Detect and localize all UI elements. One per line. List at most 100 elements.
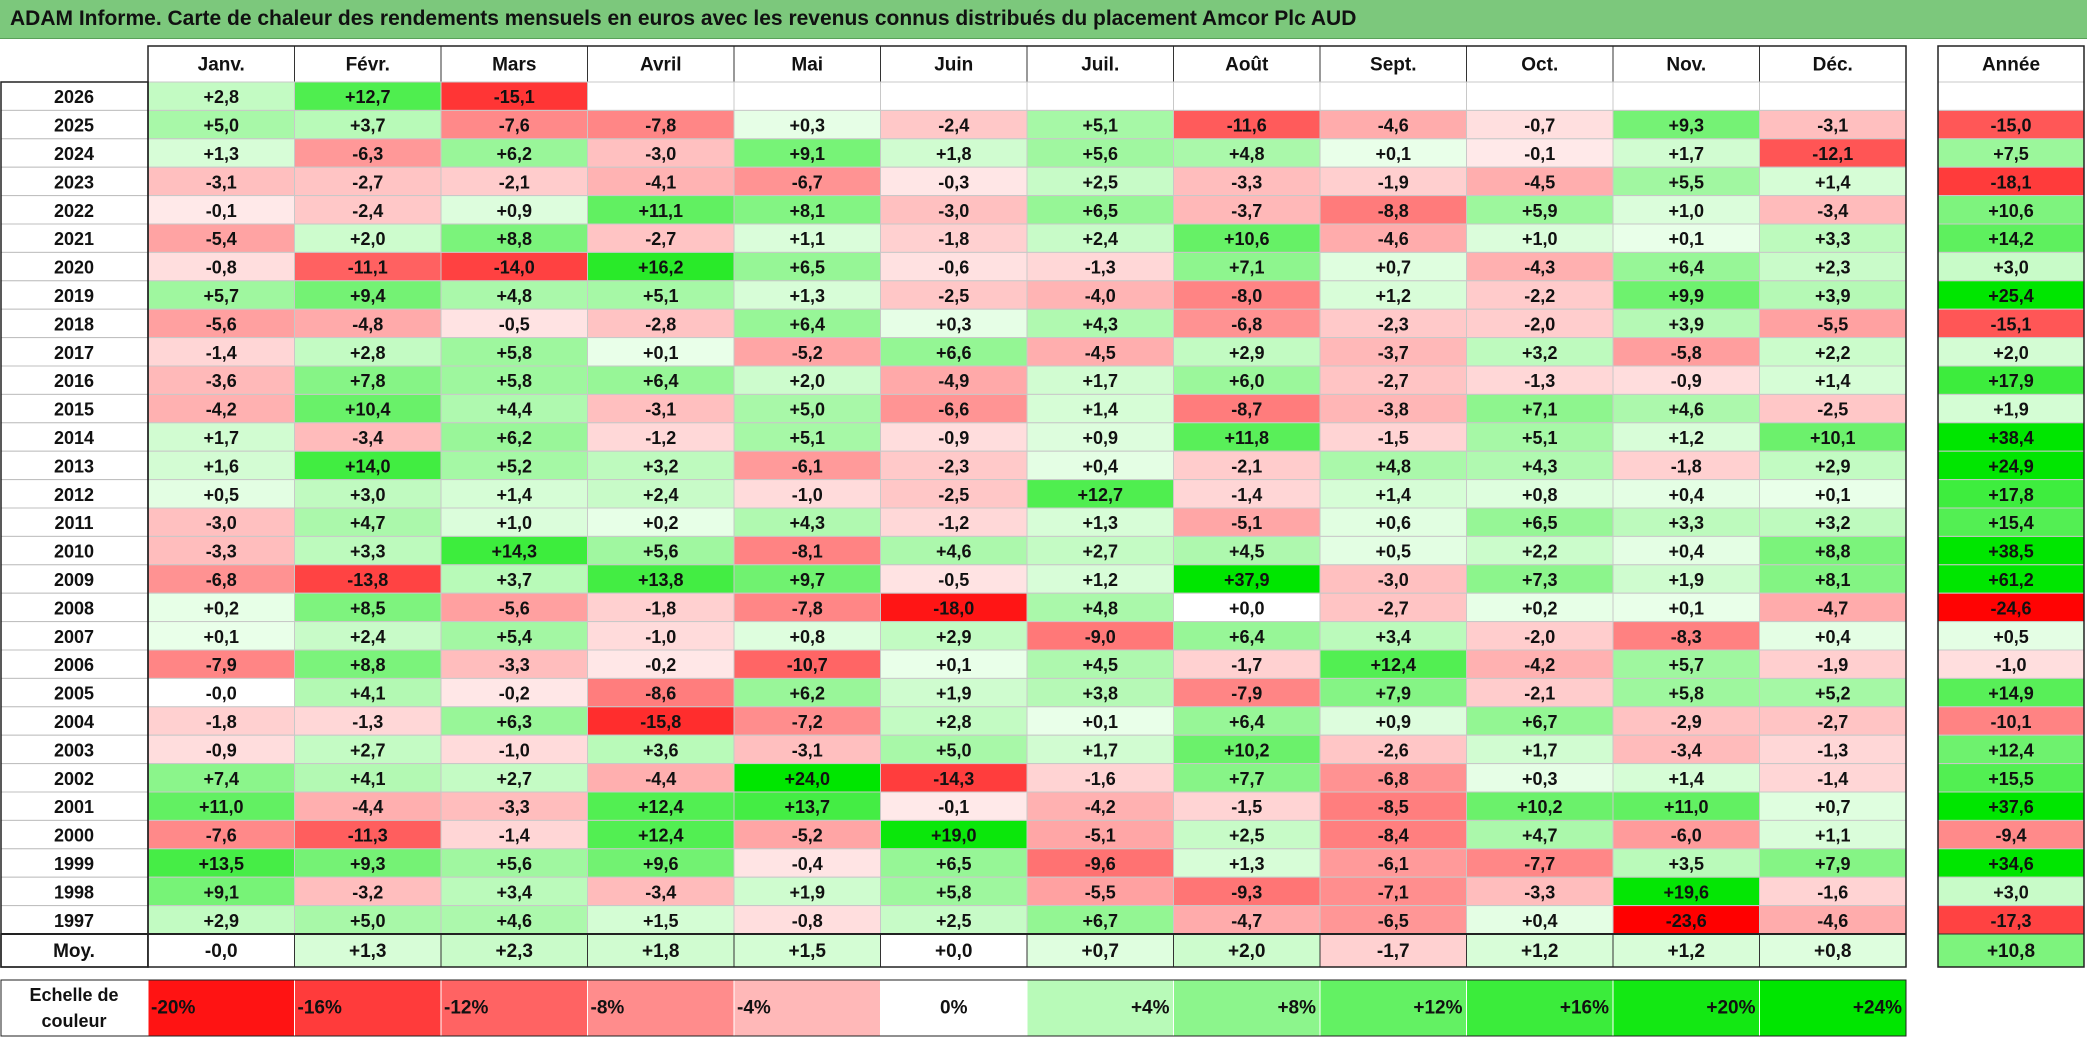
cell-value-label: +10,6 <box>1224 229 1270 249</box>
heatmap-cell <box>147 308 295 339</box>
cell-value-label: -2,5 <box>938 286 969 306</box>
cell-value-label: -9,0 <box>1085 627 1116 647</box>
heatmap-cell <box>1319 819 1467 850</box>
heatmap-cell <box>587 791 735 821</box>
month-header-label: Sept. <box>1370 55 1416 76</box>
cell-value-label: +4,6 <box>496 911 532 931</box>
cell-value-label: -4,6 <box>1817 911 1848 931</box>
cell-value-label: +6,3 <box>496 712 532 732</box>
year-label: 2015 <box>54 400 94 420</box>
month-header-label: Nov. <box>1666 55 1706 76</box>
heatmap-cell <box>880 763 1028 793</box>
cell-value-label: +6,6 <box>936 343 972 363</box>
heatmap-cell <box>294 308 442 339</box>
average-cell <box>1173 933 1321 968</box>
cell-value-label: -8,5 <box>1378 797 1409 817</box>
cell-value-label: -2,0 <box>1524 627 1555 647</box>
cell-value-label: +2,7 <box>1082 542 1118 562</box>
scale-swatch <box>1319 979 1467 1037</box>
cell-value-label: +0,8 <box>1522 485 1558 505</box>
heatmap-cell <box>587 81 735 111</box>
year-label: 2000 <box>54 826 94 846</box>
cell-value-label: -0,1 <box>938 797 969 817</box>
month-header-label: Mars <box>492 55 536 76</box>
cell-value-label: -11,6 <box>1227 116 1267 136</box>
cell-value-label: +3,3 <box>350 542 386 562</box>
heatmap-cell <box>147 677 295 708</box>
heatmap-cell <box>587 166 735 197</box>
cell-value-label: +2,8 <box>936 712 972 732</box>
cell-value-label: +3,5 <box>1668 854 1704 874</box>
year-label: 2013 <box>54 456 94 476</box>
cell-value-label: -4,7 <box>1231 911 1262 931</box>
cell-value-label: -4,9 <box>938 371 969 391</box>
annual-value-label: +24,9 <box>1988 456 2034 476</box>
annual-cell <box>1937 280 2085 310</box>
average-annual-cell <box>1937 933 2085 968</box>
cell-value-label: +9,9 <box>1668 286 1704 306</box>
heatmap-cell <box>1319 677 1467 708</box>
scale-label-line2: couleur <box>41 1011 106 1031</box>
scale-value-label: -4% <box>737 998 771 1019</box>
cell-value-label: -3,0 <box>645 144 676 164</box>
heatmap-cell <box>147 621 295 651</box>
cell-value-label: +5,6 <box>496 854 532 874</box>
heatmap-cell <box>440 166 588 197</box>
heatmap-cell <box>1173 422 1321 452</box>
heatmap-cell <box>1173 535 1321 566</box>
cell-value-label: +7,1 <box>1522 400 1558 420</box>
cell-value-label: -7,8 <box>645 116 676 136</box>
cell-value-label: +4,6 <box>936 542 972 562</box>
heatmap-cell <box>294 223 442 253</box>
heatmap-cell <box>1612 592 1760 623</box>
cell-value-label: +5,8 <box>496 371 532 391</box>
cell-value-label: -2,5 <box>1817 400 1848 420</box>
heatmap-cell <box>1173 905 1321 935</box>
cell-value-label: -1,3 <box>1524 371 1555 391</box>
cell-value-label: +0,1 <box>643 343 679 363</box>
cell-value-label: +1,1 <box>789 229 825 249</box>
year-label: 2022 <box>54 201 94 221</box>
cell-value-label: +1,4 <box>1082 400 1118 420</box>
cell-value-label: +8,5 <box>350 598 386 618</box>
year-label: 2014 <box>54 428 94 448</box>
heatmap-cell <box>1759 621 1907 651</box>
cell-value-label: +5,4 <box>496 627 532 647</box>
heatmap-cell <box>880 393 1028 424</box>
cell-value-label: +4,5 <box>1229 542 1265 562</box>
heatmap-cell <box>147 905 295 935</box>
annual-value-label: -10,1 <box>1990 712 2031 732</box>
cell-value-label: -1,2 <box>645 428 676 448</box>
month-header-label: Avril <box>640 55 682 76</box>
heatmap-cell <box>1319 706 1467 736</box>
cell-value-label: -1,4 <box>499 826 530 846</box>
heatmap-cell <box>440 109 588 140</box>
heatmap-cell <box>1759 819 1907 850</box>
cell-value-label: -1,0 <box>792 485 823 505</box>
cell-value-label: +1,2 <box>1082 570 1118 590</box>
average-annual-label: +10,8 <box>1987 941 2035 962</box>
heatmap-cell <box>147 393 295 424</box>
heatmap-cell <box>587 763 735 793</box>
heatmap-cells <box>0 45 2085 1037</box>
heatmap-cell <box>147 109 295 140</box>
cell-value-label: -1,4 <box>206 343 237 363</box>
average-cell <box>880 933 1028 968</box>
heatmap-cell <box>587 905 735 935</box>
heatmap-cell <box>1319 337 1467 367</box>
cell-value-label: +11,1 <box>638 201 683 221</box>
heatmap-cell <box>1612 308 1760 339</box>
cell-value-label: +8,1 <box>789 201 825 221</box>
cell-value-label: +37,9 <box>1224 570 1270 590</box>
cell-value-label: +2,5 <box>1082 172 1118 192</box>
average-value-label: +1,2 <box>1521 941 1559 962</box>
cell-value-label: +9,3 <box>350 854 386 874</box>
year-label-cell <box>0 905 149 935</box>
heatmap-cell <box>440 507 588 537</box>
heatmap-cell <box>1466 905 1614 935</box>
cell-value-label: +1,9 <box>1668 570 1704 590</box>
cell-value-label: +16,2 <box>638 258 684 278</box>
heatmap-cell <box>1759 649 1907 679</box>
cell-value-label: +4,7 <box>350 513 386 533</box>
cell-value-label: -2,4 <box>938 116 969 136</box>
